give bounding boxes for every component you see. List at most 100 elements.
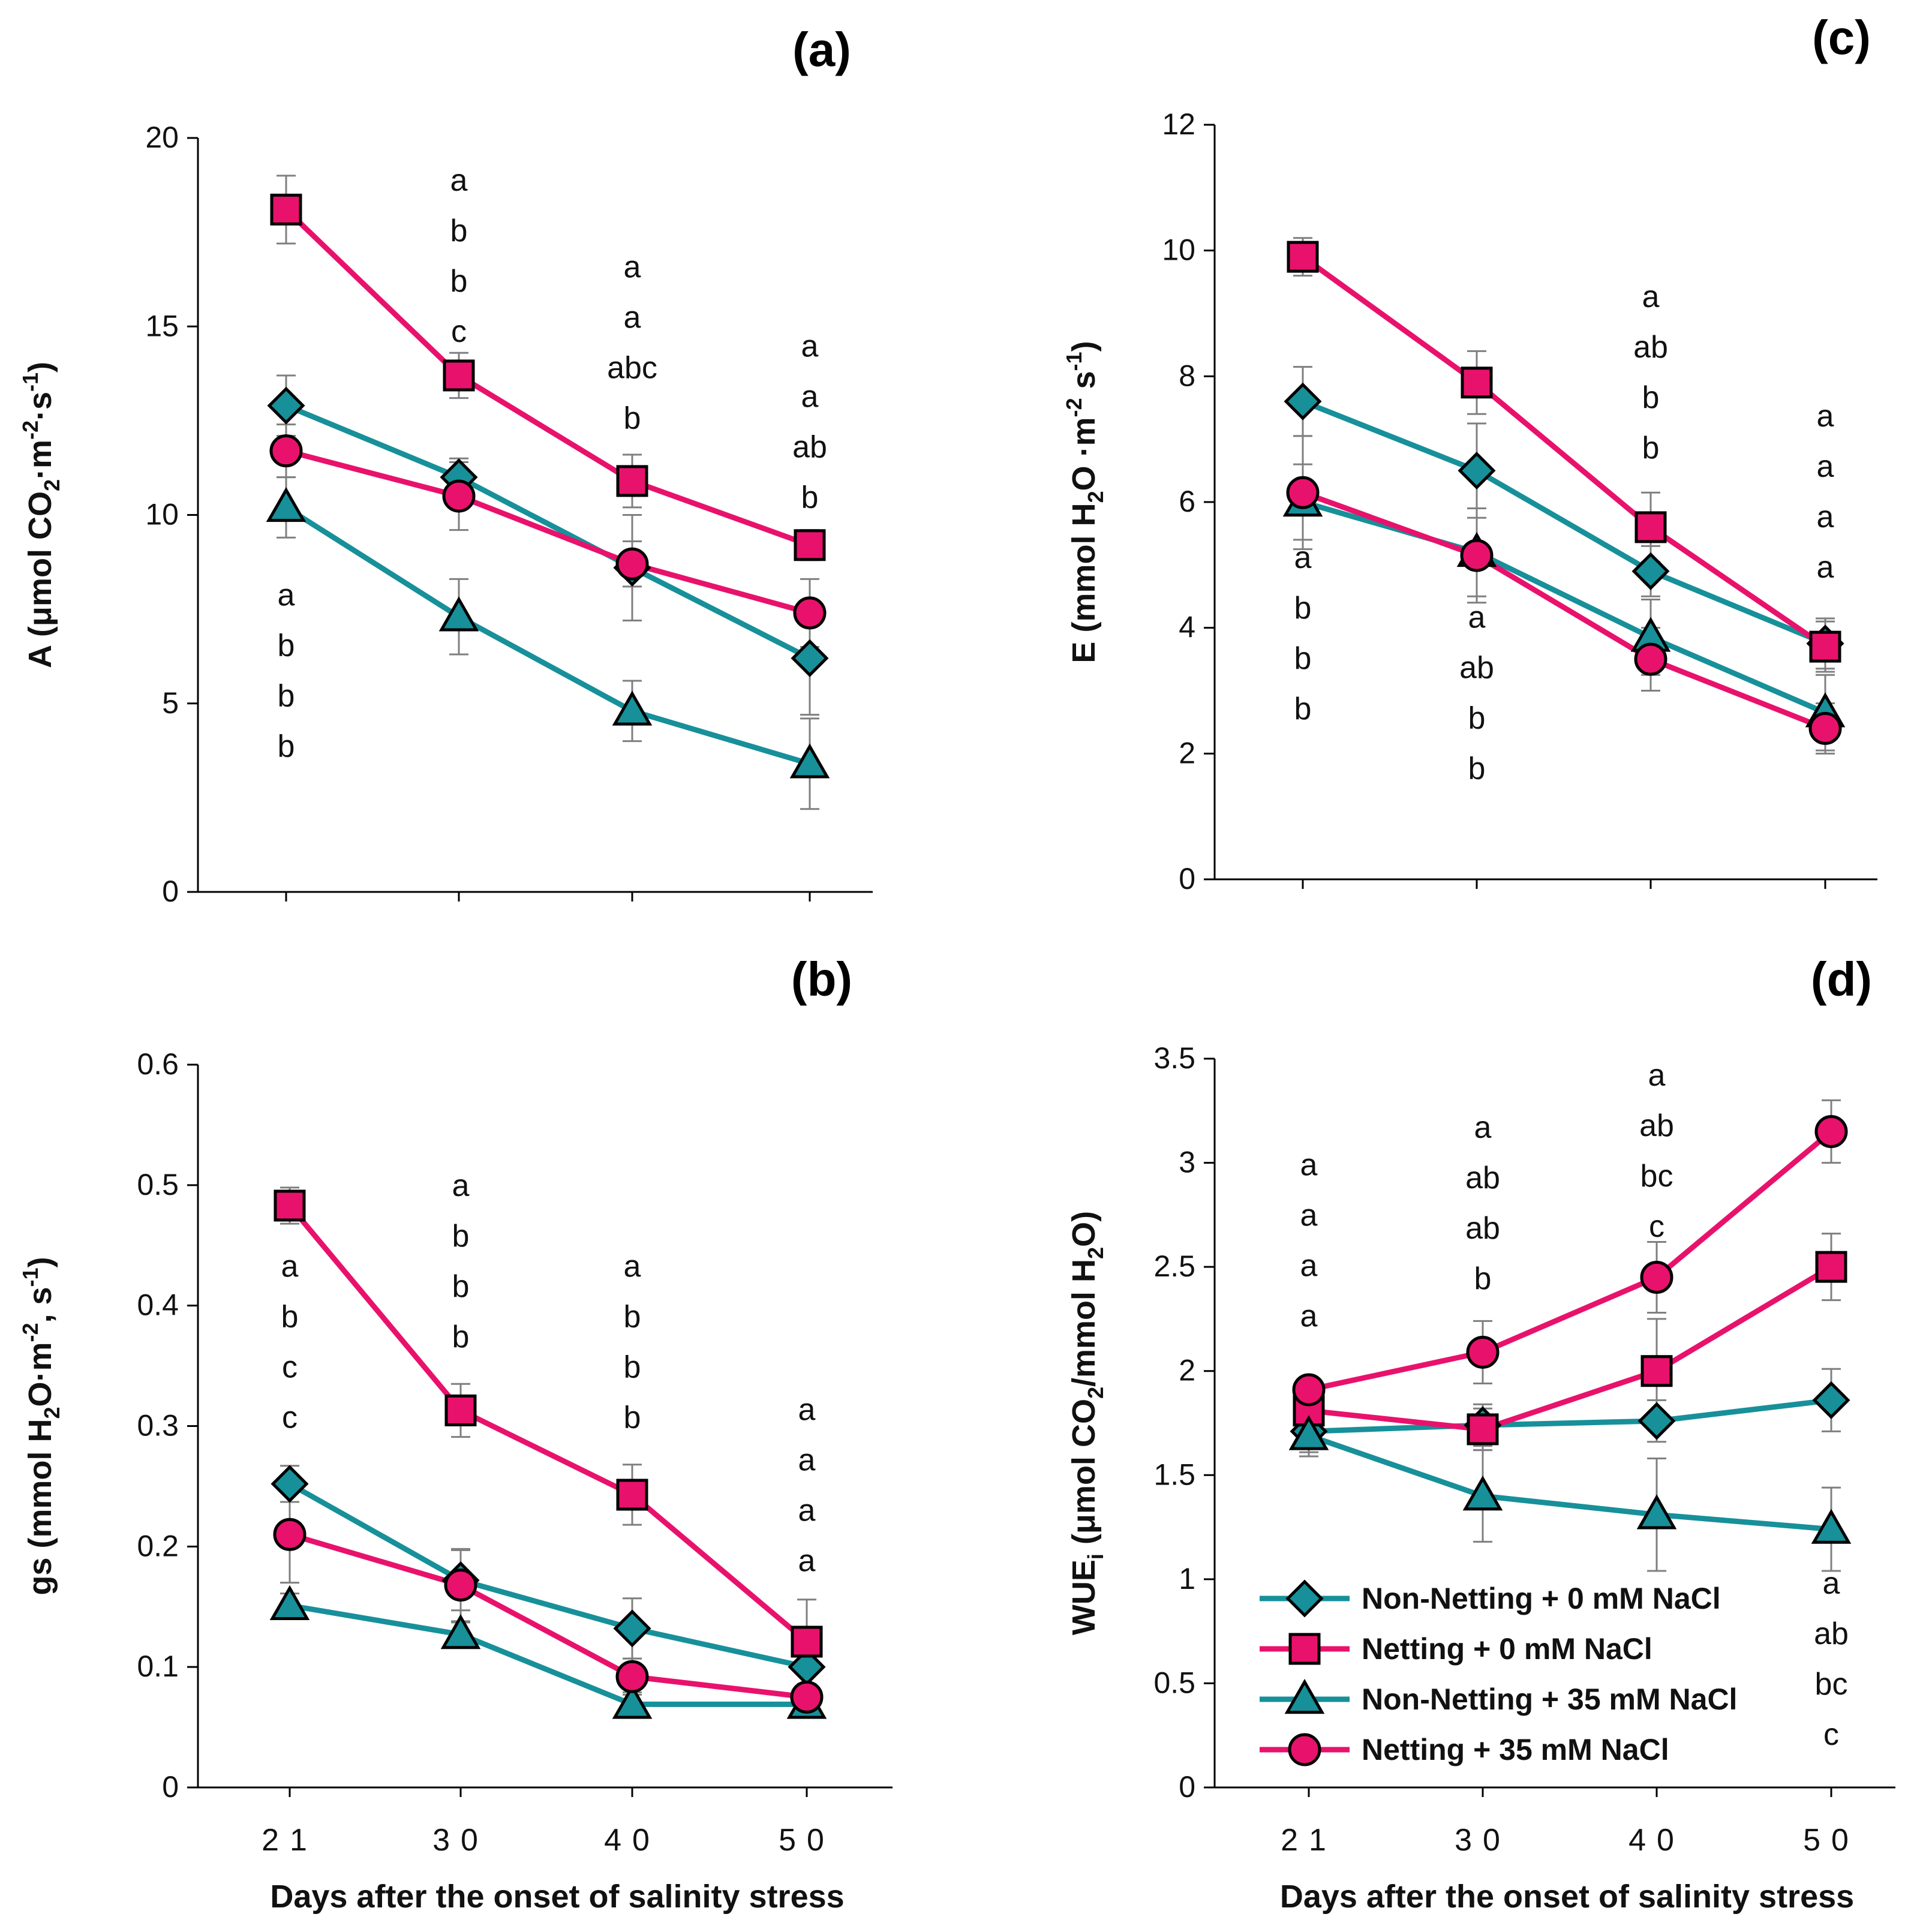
y-axis-title-part: 2 [1083,491,1108,503]
significance-letter: c [282,1400,298,1435]
marker-triangle [1284,1678,1325,1714]
x-tick-label: 40 [1628,1823,1685,1858]
y-tick-label: 6 [1179,485,1195,518]
y-axis-title: WUEi (μmol CO2/mmol H2O) [1066,1211,1108,1635]
significance-letter: b [801,480,819,515]
significance-letter: ab [1465,1161,1500,1195]
significance-letter: ab [1459,651,1494,686]
marker-diamond [1458,452,1496,490]
significance-letter: b [452,1320,470,1354]
marker-circle [1292,1373,1326,1407]
significance-letter: b [1294,641,1312,676]
marker-square [1815,1251,1847,1283]
y-tick-label: 12 [1162,107,1195,141]
significance-letter: a [1823,1566,1840,1601]
marker-diamond [613,1609,651,1648]
series-line [1308,1264,1833,1432]
marker-square [1288,1633,1321,1665]
marker-diamond [1812,1381,1850,1419]
significance-letter: b [452,1219,470,1254]
marker-diamond [791,639,829,677]
y-tick-label: 2 [1179,736,1195,770]
marker-triangle [1288,1415,1329,1450]
marker-circle [1466,1335,1500,1369]
series-line [1301,254,1827,649]
significance-letter: b [1468,752,1486,786]
marker-circle [442,479,476,513]
series-line [1302,490,1826,731]
y-tick-label: 0.6 [137,1047,179,1081]
x-tick-label: 40 [604,1823,660,1858]
significance-letter: a [798,1493,816,1528]
x-tick-label: 21 [262,1823,318,1858]
y-tick-label: 0 [1179,1770,1195,1804]
marker-triangle [612,690,653,726]
significance-letter: b [1474,1261,1492,1296]
x-axis-title: Days after the onset of salinity stress [270,1879,844,1915]
significance-letter: a [278,578,295,612]
marker-diamond [267,386,305,425]
significance-letter: a [1817,500,1834,534]
marker-square [791,1625,823,1658]
significance-letter: ab [1633,330,1668,365]
marker-circle [1288,1733,1321,1766]
legend-label: Non-Netting + 0 mM NaCl [1362,1582,1721,1615]
y-axis-title-part: /mmol H [1066,1259,1102,1387]
y-tick-label: 0.5 [1153,1666,1195,1699]
marker-triangle [266,486,307,522]
y-axis-title-part: ·s [22,392,58,420]
y-tick-label: 1 [1179,1562,1195,1596]
y-tick-label: 5 [162,686,179,720]
significance-letter: b [278,678,295,713]
marker-square [443,359,475,392]
significance-letter: ab [792,430,827,465]
significance-letter: b [1294,591,1312,626]
series-line [285,448,811,616]
y-axis-title-part: 2 [40,1407,64,1419]
y-axis-title-part: ) [22,362,58,372]
y-axis-title-part: , s [22,1287,58,1323]
marker-diamond [1631,552,1670,590]
series-line [284,505,811,767]
marker-square [616,465,648,497]
y-tick-label: 8 [1179,359,1195,392]
marker-circle [1460,539,1494,572]
y-axis-title: A (μmol CO2·m-2·s-1) [18,362,64,668]
y-axis-title-part: ) [22,1257,58,1267]
significance-letter: a [1648,1058,1666,1093]
y-tick-label: 2.5 [1153,1249,1195,1283]
y-tick-label: 20 [145,121,179,154]
y-tick-label: 0.2 [137,1529,179,1563]
marker-triangle [1811,1509,1852,1544]
legend-entry: Non-Netting + 35 mM NaCl [1260,1678,1737,1716]
y-tick-label: 0.3 [137,1409,179,1443]
y-axis-title-part: O) [1066,1211,1102,1247]
significance-letter: a [624,250,641,285]
marker-diamond [1637,1402,1676,1440]
significance-letter: a [624,301,641,335]
significance-letter: b [624,1350,641,1384]
significance-letter: ab [1639,1108,1674,1143]
significance-letter: a [1300,1248,1318,1283]
significance-letter: a [1468,600,1486,635]
marker-circle [1286,476,1320,509]
significance-letter: a [1817,399,1834,434]
marker-square [1640,1355,1673,1387]
marker-diamond [271,1465,309,1503]
y-axis-title-part: O·m [22,1342,58,1407]
series-line [284,208,811,548]
y-tick-label: 0 [162,1770,179,1804]
x-tick-label: 21 [1281,1823,1337,1858]
y-axis-title-part: -1 [18,372,43,392]
marker-triangle [440,1613,481,1649]
significance-letter: c [1649,1209,1664,1244]
y-tick-label: 0 [1179,862,1195,896]
significance-letter: a [452,1168,470,1203]
marker-triangle [1636,1494,1677,1530]
marker-circle [444,1569,477,1602]
marker-triangle [438,596,479,632]
y-axis-title-part: 2 [1083,1247,1108,1259]
y-axis-title-part: s [1066,371,1102,398]
significance-letter: ab [1465,1211,1500,1246]
